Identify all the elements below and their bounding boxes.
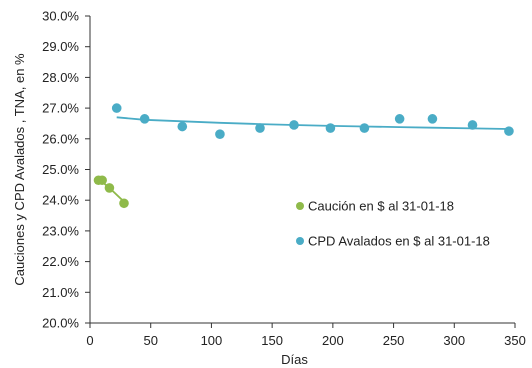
y-tick-label: 28.0% (42, 70, 79, 85)
cpd-point (325, 123, 336, 133)
y-tick-label: 26.0% (42, 131, 79, 146)
y-tick-label: 22.0% (42, 254, 79, 269)
y-tick-label: 27.0% (42, 101, 79, 116)
cpd-point (427, 114, 438, 124)
y-tick-label: 25.0% (42, 162, 79, 177)
y-axis-title: Cauciones y CPD Avalados , TNA, en % (12, 53, 27, 286)
x-tick-label: 100 (201, 333, 223, 348)
y-tick-label: 24.0% (42, 193, 79, 208)
cpd-point (111, 103, 122, 113)
axes: 20.0% 21.0% 22.0% 23.0% 24.0% 25.0% 26.0% 27.0%… (42, 9, 526, 349)
y-tick-label: 23.0% (42, 223, 79, 238)
legend-marker (296, 202, 304, 210)
legend-label: CPD Avalados en $ al 31-01-18 (308, 234, 490, 249)
legend: Caución en $ al 31-01-18 CPD Avalados en … (296, 199, 490, 249)
cpd-point (359, 123, 370, 133)
cpd-point (177, 121, 188, 132)
x-tick-label: 50 (143, 333, 157, 348)
cpd-trend-line (116, 116, 509, 130)
caucion-point (104, 183, 115, 193)
caucion-point (119, 198, 129, 209)
x-tick-label: 150 (261, 333, 283, 348)
x-tick-label: 300 (443, 333, 465, 348)
x-axis-title: Días (281, 352, 308, 367)
cpd-point (255, 123, 265, 133)
trend-lines (98, 116, 509, 203)
data-points (93, 103, 514, 209)
cpd-point (394, 114, 405, 124)
x-tick-label: 0 (86, 333, 93, 348)
caucion-point (97, 175, 107, 186)
y-tick-label: 20.0% (42, 316, 79, 331)
y-tick-label: 30.0% (42, 9, 79, 24)
y-tick-label: 29.0% (42, 39, 79, 54)
cpd-point (504, 126, 514, 136)
legend-marker (296, 237, 304, 245)
x-tick-label: 350 (504, 333, 526, 348)
x-tick-label: 250 (383, 333, 405, 348)
cpd-point (215, 129, 225, 139)
legend-label: Caución en $ al 31-01-18 (308, 199, 454, 214)
y-tick-label: 21.0% (42, 285, 79, 300)
x-tick-label: 200 (322, 333, 344, 348)
cpd-point (467, 120, 478, 130)
cpd-point (139, 114, 150, 124)
cpd-point (289, 120, 299, 130)
